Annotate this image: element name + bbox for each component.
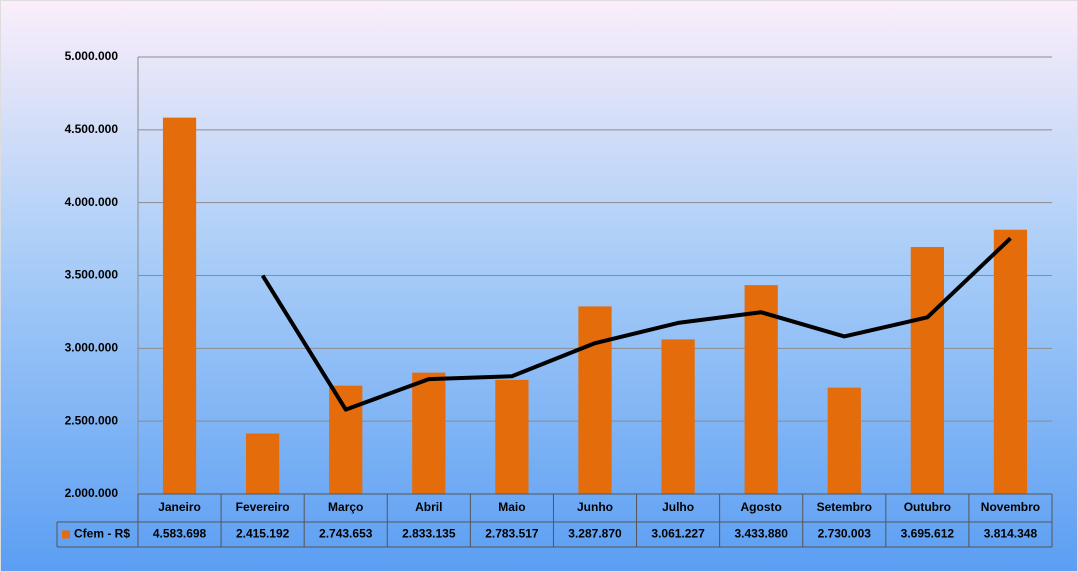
bar [412, 372, 446, 494]
bar [910, 247, 944, 494]
bar [246, 433, 280, 494]
trendline [260, 236, 1012, 412]
bar [827, 387, 861, 494]
x-tick-label: Novembro [981, 500, 1040, 514]
y-tick-label: 2.000.000 [65, 486, 119, 500]
bar [578, 306, 612, 494]
table-value: 2.783.517 [485, 527, 539, 541]
table-value: 3.695.612 [901, 527, 955, 541]
table-value: 2.743.653 [319, 527, 373, 541]
x-tick-label: Setembro [817, 500, 872, 514]
table-value: 3.061.227 [651, 527, 705, 541]
x-tick-label: Maio [498, 500, 525, 514]
table-value: 2.730.003 [818, 527, 872, 541]
y-tick-label: 3.000.000 [65, 341, 119, 355]
table-value: 3.433.880 [734, 527, 788, 541]
x-tick-label: Julho [662, 500, 694, 514]
table-value: 2.415.192 [236, 527, 290, 541]
x-tick-label: Março [328, 500, 363, 514]
x-tick-label: Fevereiro [236, 500, 290, 514]
y-tick-label: 2.500.000 [65, 413, 119, 427]
x-tick-label: Outubro [904, 500, 951, 514]
bar [661, 339, 695, 494]
y-tick-label: 5.000.000 [65, 49, 119, 63]
legend-key [62, 530, 70, 539]
table-value: 3.287.870 [568, 527, 622, 541]
table-value: 3.814.348 [984, 527, 1038, 541]
bar [329, 385, 363, 494]
bar [744, 285, 778, 494]
y-tick-label: 3.500.000 [65, 268, 119, 282]
bar [162, 117, 197, 494]
legend-label: Cfem - R$ [74, 527, 130, 541]
x-tick-label: Abril [415, 500, 442, 514]
table-value: 4.583.698 [153, 527, 207, 541]
x-tick-label: Agosto [741, 500, 782, 514]
bar [993, 229, 1028, 495]
bar [495, 379, 529, 494]
x-tick-label: Junho [577, 500, 613, 514]
y-tick-label: 4.000.000 [65, 195, 119, 209]
x-tick-label: Janeiro [158, 500, 201, 514]
y-tick-label: 4.500.000 [65, 122, 119, 136]
table-value: 2.833.135 [402, 527, 456, 541]
